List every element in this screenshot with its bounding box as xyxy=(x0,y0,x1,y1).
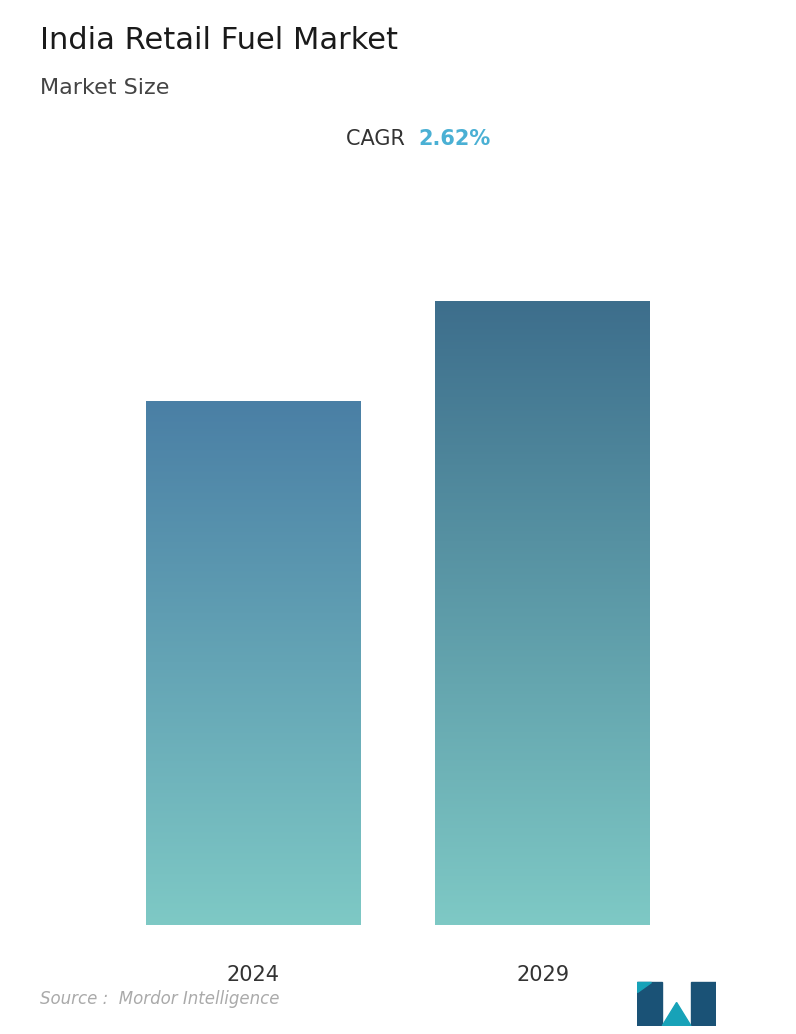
Text: India Retail Fuel Market: India Retail Fuel Market xyxy=(40,26,398,55)
Text: Market Size: Market Size xyxy=(40,78,170,97)
Polygon shape xyxy=(691,982,716,1026)
Polygon shape xyxy=(662,1003,691,1026)
Text: 2.62%: 2.62% xyxy=(418,129,490,149)
Text: Source :  Mordor Intelligence: Source : Mordor Intelligence xyxy=(40,991,279,1008)
Text: 2029: 2029 xyxy=(516,965,569,984)
Polygon shape xyxy=(637,982,662,1026)
Text: CAGR: CAGR xyxy=(346,129,419,149)
Polygon shape xyxy=(637,982,651,993)
Text: 2024: 2024 xyxy=(227,965,280,984)
